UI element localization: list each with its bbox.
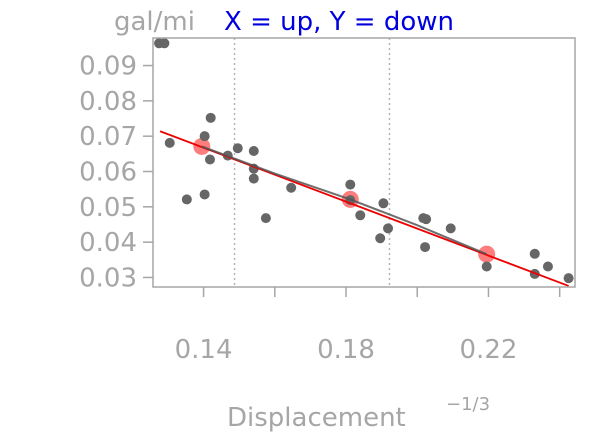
data-point-16	[345, 179, 356, 190]
chart-title-unit: gal/mi	[114, 7, 195, 37]
data-point-18	[355, 210, 366, 221]
data-point-14	[260, 213, 271, 224]
data-point-2	[159, 38, 170, 49]
x-axis-title: Displacement −1/3	[227, 394, 490, 433]
data-point-11	[248, 146, 259, 157]
x-tick-label-2: 0.18	[317, 335, 375, 365]
x-axis-label: Displacement	[227, 403, 406, 433]
plot-area	[154, 38, 574, 287]
data-point-26	[481, 261, 492, 272]
axes: 0.03 0.04 0.05 0.06 0.07 0.08 0.09 0.14 0.18 0.22	[79, 37, 576, 365]
data-point-20	[378, 198, 389, 209]
data-point-29	[542, 261, 553, 272]
y-tick-label-2: 0.04	[79, 228, 137, 258]
x-tick-label-3: 0.22	[460, 335, 518, 365]
data-point-19	[375, 233, 386, 244]
data-point-3	[164, 137, 175, 148]
data-point-21	[383, 223, 394, 234]
data-point-4	[181, 194, 192, 205]
data-point-7	[205, 112, 216, 123]
data-point-6	[199, 189, 210, 200]
data-point-24	[420, 242, 431, 253]
data-point-30	[563, 273, 574, 284]
y-tick-label-5: 0.07	[79, 122, 137, 152]
data-point-5	[199, 131, 210, 142]
chart-title: gal/mi X = up, Y = down	[114, 7, 454, 37]
data-point-25	[445, 223, 456, 234]
chart-title-main: X = up, Y = down	[224, 7, 454, 37]
y-tick-label-4: 0.06	[79, 158, 137, 188]
x-axis-label-exponent: −1/3	[446, 394, 490, 415]
plot-frame	[152, 37, 576, 288]
data-point-23	[421, 214, 432, 225]
y-tick-label-3: 0.05	[79, 193, 137, 223]
y-tick-label-7: 0.09	[79, 52, 137, 82]
x-tick-label-1: 0.14	[175, 335, 233, 365]
data-point-8	[204, 154, 215, 165]
data-point-13	[248, 173, 259, 184]
smooth-curve	[201, 145, 488, 256]
data-point-10	[232, 143, 243, 154]
data-point-27	[529, 248, 540, 259]
y-tick-label-1: 0.03	[79, 263, 137, 293]
y-tick-label-6: 0.08	[79, 87, 137, 117]
data-point-15	[286, 182, 297, 193]
